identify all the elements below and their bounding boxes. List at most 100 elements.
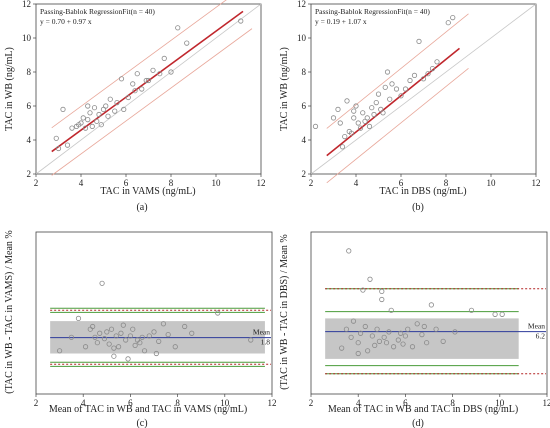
data-point [175, 25, 181, 31]
panel-a-equation: y = 0.70 + 0.97 x [40, 17, 92, 26]
data-point [346, 248, 352, 254]
x-tick-label: 4 [81, 398, 86, 408]
data-point [108, 326, 115, 332]
y-tick-label: 10 [297, 33, 307, 43]
data-point [445, 20, 451, 26]
x-tick-label: 10 [220, 398, 230, 408]
data-point [390, 344, 397, 350]
x-tick-label: 4 [354, 178, 359, 188]
data-point [104, 329, 110, 335]
data-point [355, 350, 361, 357]
data-point [369, 333, 375, 339]
data-point [350, 318, 357, 324]
x-tick-label: 6 [124, 178, 129, 188]
x-tick-label: 12 [543, 398, 550, 408]
data-point [139, 86, 145, 92]
panel-d-x-label: Mean of TAC in WB and TAC in DBS (ng/mL) [328, 404, 518, 415]
identity-line [35, 3, 262, 175]
y-tick-label: 6 [27, 101, 32, 111]
data-point [153, 350, 159, 357]
x-tick-label: 6 [399, 178, 404, 188]
data-point [379, 288, 385, 294]
x-tick-label: 10 [212, 178, 222, 188]
data-point [381, 334, 387, 340]
data-point [105, 113, 111, 119]
data-point [384, 69, 391, 75]
data-point [429, 66, 436, 72]
data-point [339, 345, 345, 351]
data-point [371, 111, 377, 118]
x-tick-label: 8 [444, 178, 449, 188]
data-point [132, 88, 138, 94]
x-tick-label: 12 [532, 178, 541, 188]
data-point [389, 81, 395, 87]
y-tick-label: 8 [27, 67, 32, 77]
y-tick-label: 4 [27, 135, 32, 145]
mean-value-label: 6.2 [536, 332, 546, 341]
panel-a-plot [35, 0, 262, 176]
data-point [424, 340, 430, 346]
data-point [383, 340, 390, 346]
data-point [215, 310, 221, 316]
x-tick-label: 6 [403, 398, 408, 408]
data-point [85, 103, 91, 109]
data-point [121, 106, 127, 113]
data-point [143, 77, 149, 84]
data-point [420, 76, 427, 82]
panel-d-y-label: (TAC in WB - TAC in DBS) / Mean % [279, 234, 290, 390]
data-point [78, 120, 84, 126]
data-point [366, 123, 373, 130]
data-point [425, 71, 431, 77]
data-point [114, 100, 120, 106]
data-point [339, 144, 346, 150]
data-point [75, 315, 82, 321]
data-point [130, 81, 136, 87]
data-point [407, 77, 413, 84]
data-point [238, 18, 244, 24]
data-point [157, 71, 163, 77]
data-point [165, 331, 171, 338]
data-point [106, 341, 112, 347]
panel-b-plot [310, 3, 537, 184]
data-point [139, 334, 145, 340]
data-point [343, 326, 349, 332]
data-point [120, 322, 126, 328]
mean-label: Mean [253, 328, 270, 337]
data-point [312, 123, 319, 130]
data-point [342, 134, 348, 140]
data-point [82, 344, 89, 350]
panel-b-equation: y = 0.19 + 1.07 x [315, 17, 367, 26]
data-point [91, 105, 98, 111]
data-point [111, 353, 117, 359]
confidence-band-line [51, 28, 253, 176]
data-point [92, 334, 98, 340]
data-point [160, 321, 167, 327]
data-point [357, 125, 364, 131]
data-point [125, 94, 131, 101]
data-point [85, 117, 91, 123]
panel-d-label: (d) [412, 418, 424, 428]
data-point [393, 86, 400, 92]
data-point [351, 108, 357, 114]
data-point [335, 106, 341, 113]
panel-c-x-label: Mean of TAC in WB and TAC in VAMS (ng/mL… [49, 404, 247, 415]
y-tick-label: 12 [22, 0, 31, 9]
data-point [111, 345, 117, 351]
data-point [94, 340, 100, 346]
data-point [137, 340, 143, 346]
mean-ci-band [325, 318, 519, 359]
panel-b-y-label: TAC in WB (ng/mL) [279, 47, 290, 131]
data-point [387, 96, 393, 102]
y-tick-label: 12 [297, 0, 306, 9]
data-point [168, 69, 174, 75]
data-point [388, 307, 394, 313]
data-point [398, 330, 404, 336]
data-point [118, 330, 124, 336]
data-point [184, 40, 190, 46]
data-point [386, 329, 392, 335]
x-tick-label: 8 [175, 398, 180, 408]
data-point [127, 333, 133, 339]
confidence-band-line [326, 13, 469, 129]
panel-d-frame [310, 231, 548, 395]
y-tick-label: 2 [302, 169, 307, 179]
